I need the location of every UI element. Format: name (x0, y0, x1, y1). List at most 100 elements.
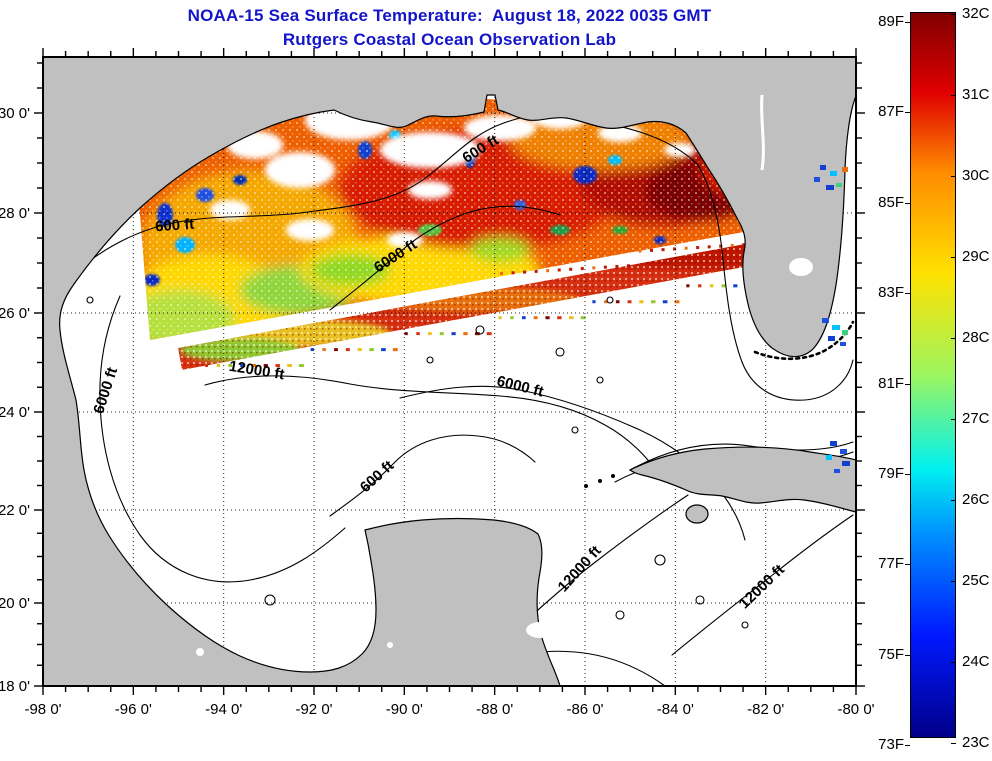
sst-speckle (511, 271, 515, 275)
y-tick-label: 22 0' (0, 502, 30, 519)
sst-speckle (404, 332, 408, 336)
colorbar-tick (951, 581, 956, 582)
sst-speckle (451, 332, 456, 336)
sst-speckle (357, 348, 362, 352)
sst-speckle (626, 264, 630, 268)
sst-speckle (416, 332, 420, 336)
contour-label-600ft: 600 ft (155, 216, 195, 236)
sst-speckle (733, 284, 738, 288)
sst-speckle (381, 348, 386, 352)
colorbar-tick (905, 22, 910, 23)
colorbar-label-f: 83F (878, 284, 904, 302)
sst-speckle (673, 247, 677, 251)
figure-subtitle: Rutgers Coastal Ocean Observation Lab (282, 30, 617, 49)
sst-speckle (615, 300, 620, 304)
colorbar-label-c: 30C (962, 167, 990, 184)
atlantic-sst-specks (814, 165, 850, 473)
sst-speckle (662, 300, 668, 304)
x-tick-label: -82 0' (747, 701, 784, 718)
sst-speckle (334, 348, 338, 352)
sst-speckle (615, 264, 619, 268)
land-isle-of-youth (685, 504, 709, 524)
sst-speckle (275, 364, 280, 368)
x-tick-label: -92 0' (295, 701, 332, 718)
y-tick-label: 20 0' (0, 595, 30, 612)
sst-speckle (721, 284, 726, 288)
land (42, 56, 857, 687)
sst-speckle (651, 300, 656, 304)
sst-speckle (557, 268, 561, 272)
sst-speckle (684, 246, 688, 250)
sst-speckle (345, 348, 350, 352)
colorbar-label-f: 77F (878, 555, 904, 573)
sst-speckle (546, 269, 550, 273)
colorbar-label-f: 81F (878, 374, 904, 392)
sst-speckle (568, 316, 574, 320)
sst-speckle (240, 364, 244, 368)
x-tick-label: -98 0' (24, 701, 61, 718)
colorbar-tick (905, 654, 910, 656)
colorbar (910, 12, 956, 738)
sst-speckle (369, 348, 374, 352)
land-details (196, 94, 813, 656)
x-tick-label: -86 0' (566, 701, 603, 718)
colorbar-tick (905, 474, 910, 475)
colorbar-label-c: 27C (962, 410, 990, 427)
colorbar-label-c: 32C (962, 5, 990, 22)
sst-speckle (627, 300, 632, 304)
sst-speckle (604, 300, 608, 304)
x-tick-label: -96 0' (115, 701, 152, 718)
sst-speckle (638, 249, 642, 253)
sst-speckle (322, 348, 326, 352)
sst-speckle (742, 243, 746, 247)
sst-speckle (661, 248, 665, 252)
sst-speckle (287, 364, 292, 368)
axis-ticks (34, 48, 865, 695)
figure-title: NOAA-15 Sea Surface Temperature: August … (187, 6, 712, 25)
colorbar-tick (951, 95, 956, 96)
sst-speckle (580, 267, 584, 271)
sst-speckle (439, 332, 444, 336)
swath-edge-speckles (205, 226, 792, 368)
y-tick-label: 30 0' (0, 105, 30, 122)
sst-speckle (569, 267, 573, 271)
x-tick-label: -94 0' (205, 701, 242, 718)
sst-speckle (674, 300, 680, 304)
x-tick-label: -88 0' (476, 701, 513, 718)
colorbar-tick (905, 383, 910, 385)
sst-speckle (603, 265, 607, 269)
sst-speckle (205, 364, 208, 367)
sst-speckle (534, 269, 538, 273)
colorbar-tick (951, 743, 956, 744)
sst-speckle (523, 270, 527, 274)
colorbar-label-c: 24C (962, 653, 990, 670)
colorbar-tick (905, 112, 910, 114)
sst-speckle (580, 316, 586, 320)
colorbar-tick (905, 202, 910, 204)
x-tick-label: -84 0' (657, 701, 694, 718)
land-cuba (628, 446, 857, 513)
sst-speckle (498, 316, 502, 320)
colorbar-tick (951, 419, 956, 420)
sst-speckle (228, 364, 232, 368)
colorbar-tick (905, 293, 910, 295)
sst-speckle (298, 364, 304, 368)
colorbar-label-f: 73F (878, 736, 904, 754)
sst-speckle (709, 284, 714, 288)
colorbar-label-f: 85F (878, 193, 904, 211)
sst-speckle (263, 364, 268, 368)
colorbar-label-f: 79F (878, 465, 904, 482)
colorbar-tick (951, 176, 956, 177)
sst-speckle (557, 316, 562, 320)
sst-speckle (696, 246, 700, 250)
sst-speckle (486, 332, 492, 336)
colorbar-tick (951, 257, 956, 258)
y-tick-label: 26 0' (0, 305, 30, 322)
colorbar-label-c: 26C (962, 491, 990, 508)
colorbar-label-f: 75F (878, 645, 904, 663)
lake-okeechobee (789, 258, 813, 276)
y-axis-labels: 30 0' 28 0' 26 0' 24 0' 22 0' 20 0' 18 0' (0, 105, 30, 695)
colorbar-tick (905, 564, 910, 566)
